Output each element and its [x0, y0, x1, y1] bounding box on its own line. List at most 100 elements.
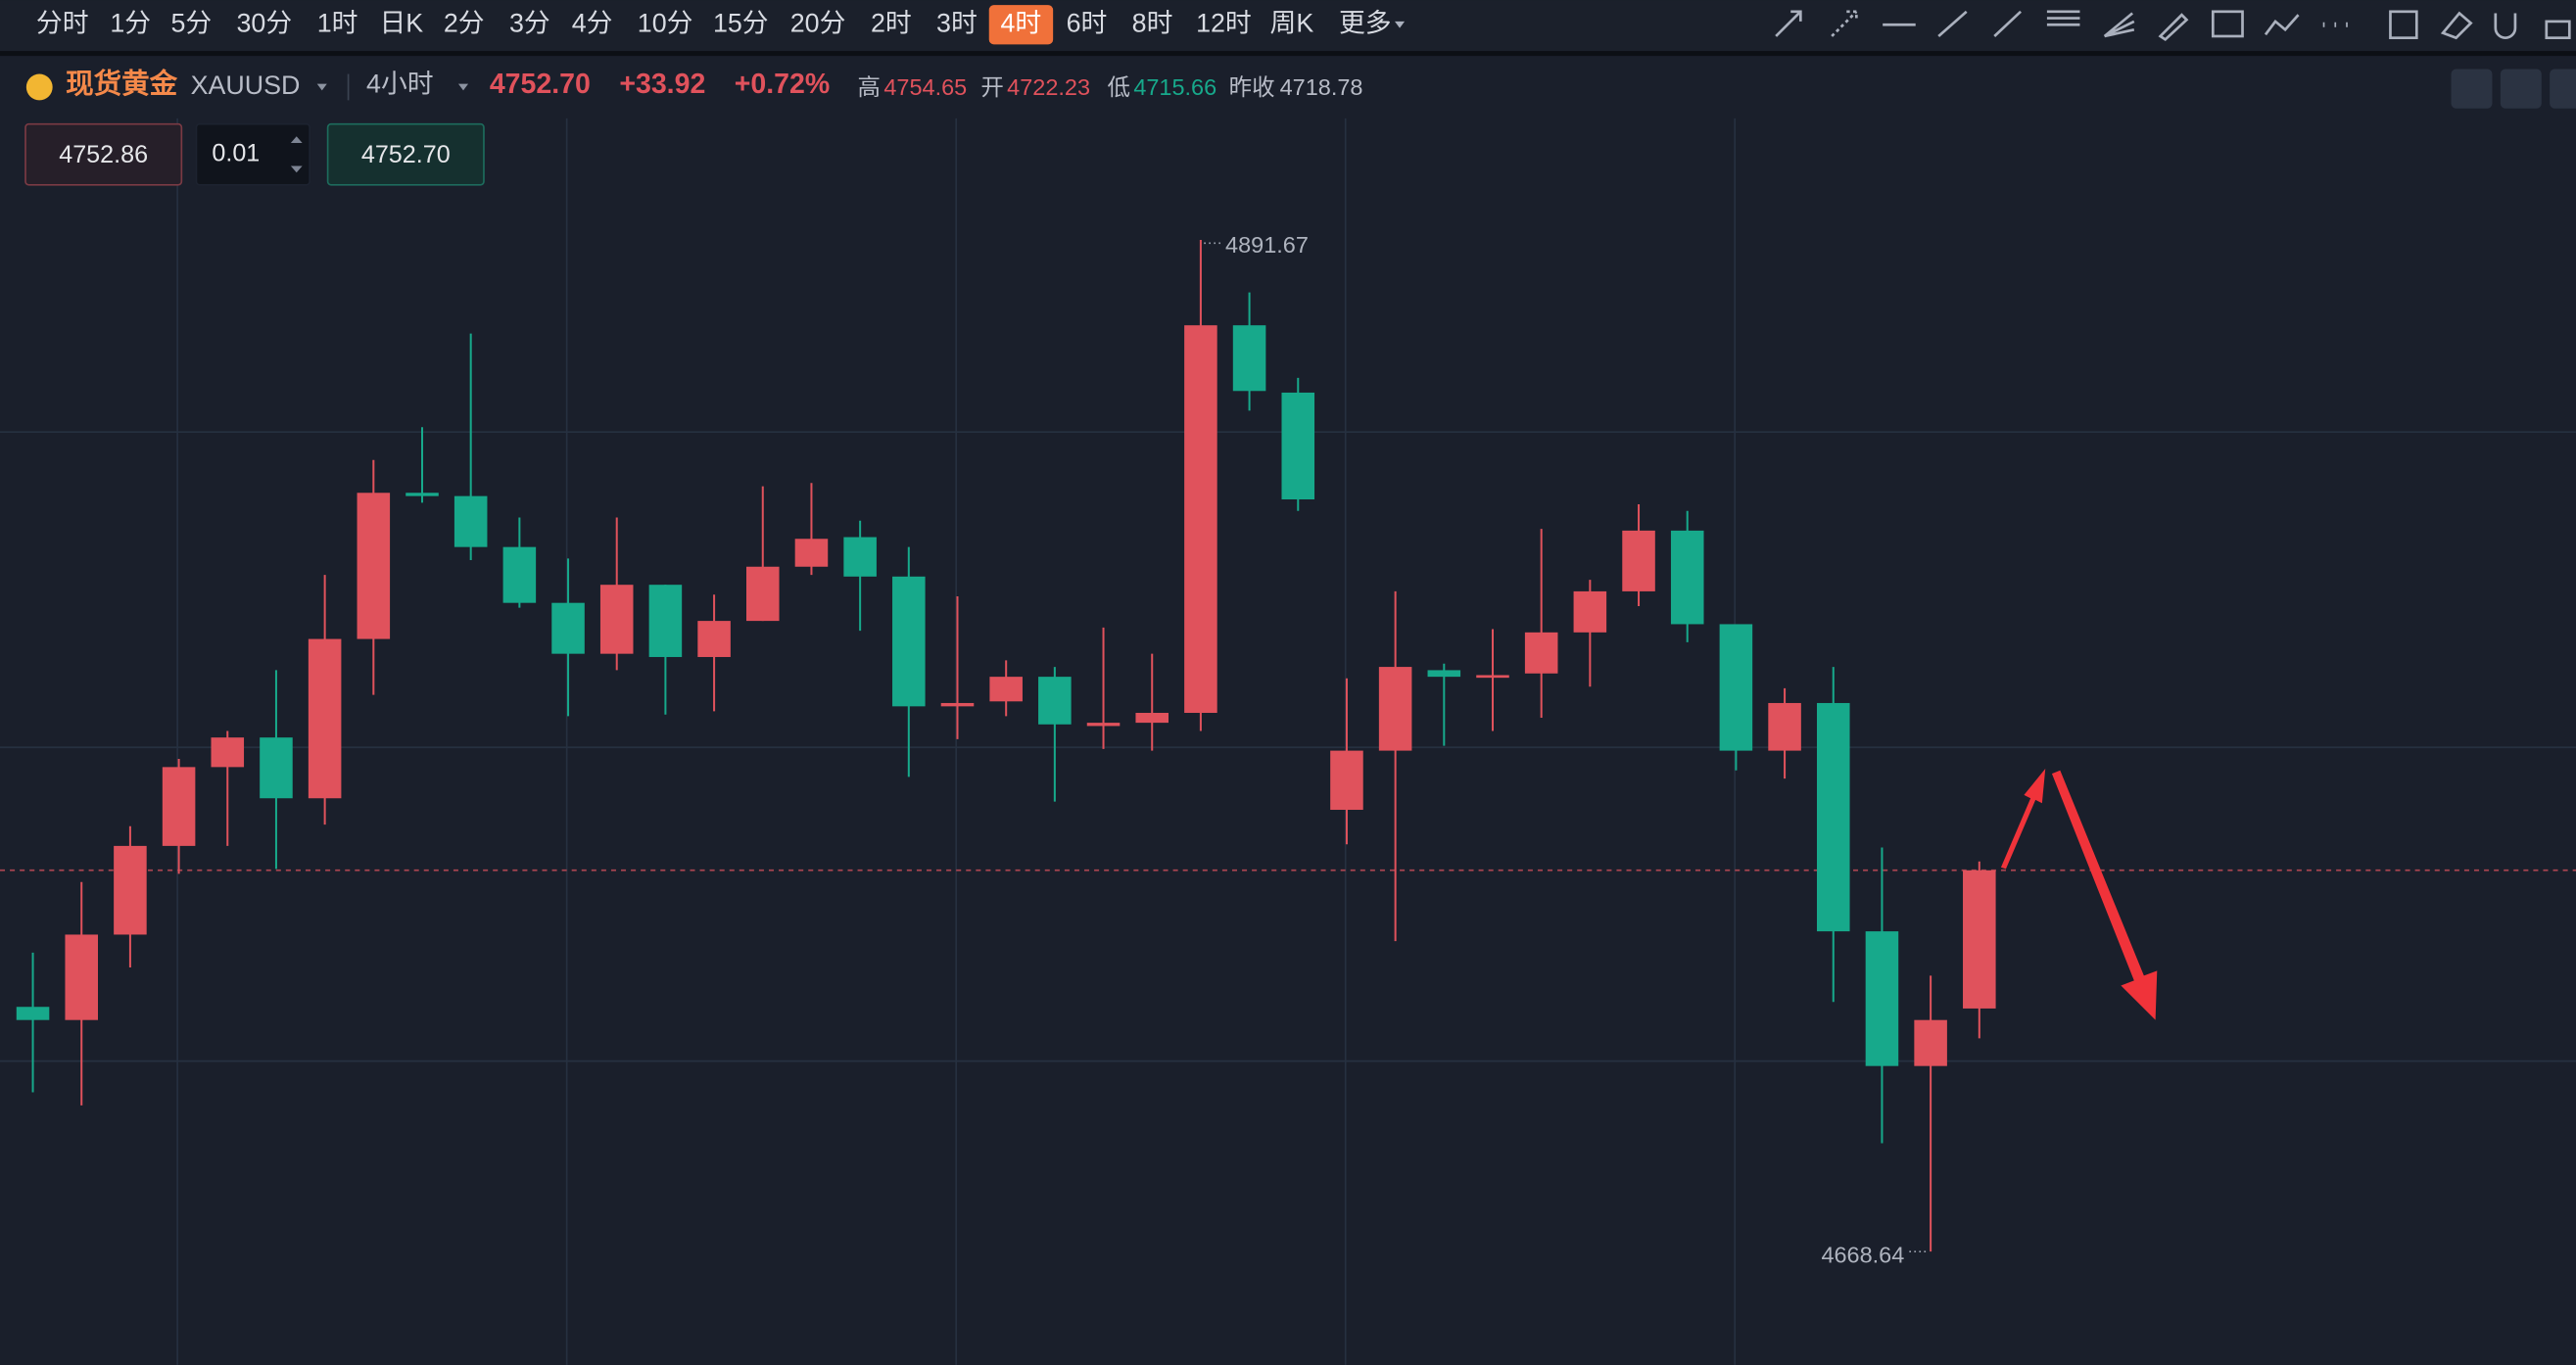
interval-button[interactable]: 3时 [936, 8, 978, 37]
price-change: +33.92 [619, 69, 705, 100]
interval-button[interactable]: 4时 [1000, 8, 1041, 37]
candle-body [405, 493, 439, 496]
candle-body [1184, 325, 1217, 714]
candle-body [16, 1007, 50, 1020]
candle-body [989, 677, 1023, 702]
annotation-arrow [2051, 770, 2158, 1020]
candle-body [892, 576, 926, 707]
interval-button[interactable]: 2分 [444, 8, 485, 37]
candle-body [1816, 702, 1850, 932]
candle-body [697, 621, 731, 657]
tool-icon[interactable] [2545, 20, 2571, 40]
candle-body [1086, 723, 1121, 727]
sell-price[interactable]: 4752.86 [59, 141, 148, 168]
interval-button[interactable]: 1分 [110, 8, 151, 37]
candle-body [1524, 632, 1558, 674]
tool-icon[interactable] [1775, 10, 1802, 37]
interval-button[interactable]: 3分 [509, 8, 550, 37]
period[interactable]: 4小时 [366, 69, 434, 98]
dropdown-caret [457, 83, 469, 91]
candles: 4891.67 4668.64 [0, 232, 2576, 1267]
low-label: 4668.64 [1821, 1242, 1904, 1267]
candle-body [1622, 530, 1655, 591]
toolbar [0, 0, 2576, 52]
chart-tool-button[interactable] [2550, 69, 2576, 109]
tool-icon[interactable] [1993, 10, 2022, 37]
candle-body [1573, 590, 1607, 633]
candle-body [1232, 325, 1266, 392]
candle-body [453, 495, 488, 547]
interval-button[interactable]: 6时 [1067, 8, 1108, 37]
tool-icon[interactable] [1937, 10, 1968, 37]
price-change-pct: +0.72% [735, 69, 830, 100]
buy-button[interactable] [326, 122, 485, 186]
candle-body [1038, 677, 1072, 725]
candle-body [940, 702, 975, 707]
instrument-symbol[interactable]: XAUUSD [191, 71, 301, 100]
instrument-name: 现货黄金 [66, 68, 178, 100]
tool-icon[interactable] [2264, 14, 2300, 36]
interval-button[interactable]: 分时 [36, 8, 89, 37]
chart-tool-button[interactable] [2500, 69, 2542, 109]
quantity-input[interactable] [195, 122, 311, 186]
candle-body [1281, 392, 1315, 500]
interval-button[interactable]: 15分 [713, 8, 769, 37]
candle-body [1914, 1019, 1947, 1066]
tool-icon[interactable] [2389, 10, 2418, 40]
sell-button[interactable] [24, 122, 183, 186]
quantity[interactable]: 0.01 [212, 139, 260, 166]
prev-close-label: 昨收 [1229, 74, 1275, 100]
interval-button[interactable]: 20分 [790, 8, 846, 37]
interval-button[interactable]: 12时 [1196, 8, 1252, 37]
open-label: 开 [980, 74, 1003, 100]
tool-icon[interactable] [2103, 12, 2135, 38]
tool-icon[interactable] [2440, 11, 2473, 40]
candle-body [1330, 750, 1363, 811]
low-label: 低 [1107, 74, 1129, 100]
candle-body [1378, 667, 1412, 751]
candle-body [843, 537, 877, 577]
interval-button[interactable]: 30分 [237, 8, 293, 37]
candle-body [1963, 870, 1996, 1009]
candle-body [162, 767, 196, 846]
candle-body [1719, 624, 1753, 751]
tool-icon[interactable] [2494, 13, 2517, 39]
interval-button[interactable]: 日K [379, 8, 423, 37]
candle-body [1476, 675, 1509, 679]
active-interval-bg [988, 5, 1054, 45]
interval-button[interactable]: 4分 [572, 8, 613, 37]
interval-button[interactable]: 8时 [1132, 8, 1173, 37]
low-value: 4715.66 [1133, 74, 1216, 100]
coin-icon [25, 73, 53, 101]
last-price: 4752.70 [490, 69, 591, 100]
prev-close-value: 4718.78 [1280, 74, 1363, 100]
dropdown-caret [1395, 21, 1406, 28]
candle-body [114, 845, 147, 935]
candle-body [1865, 931, 1899, 1066]
high-label: 4891.67 [1225, 232, 1309, 258]
interval-button[interactable]: 2时 [871, 8, 912, 37]
interval-button[interactable]: 周K [1270, 8, 1314, 37]
candle-body [1670, 530, 1704, 625]
interval-button[interactable]: 1时 [317, 8, 358, 37]
tool-icon[interactable] [2211, 10, 2244, 38]
interval-button[interactable]: 5分 [170, 8, 212, 37]
buy-price[interactable]: 4752.70 [361, 141, 451, 168]
annotation-arrow [2000, 769, 2046, 870]
interval-button[interactable]: 更多 [1339, 8, 1392, 37]
dropdown-caret [316, 83, 327, 91]
chart-tool-button[interactable] [2451, 69, 2493, 109]
candle-body [308, 638, 342, 799]
candle-body [745, 566, 780, 622]
interval-button[interactable]: 10分 [638, 8, 693, 37]
tool-icon[interactable] [1831, 10, 1858, 37]
open-value: 4722.23 [1007, 74, 1090, 100]
tool-icon[interactable] [2046, 10, 2080, 26]
tool-icon[interactable] [2158, 13, 2189, 42]
candle-body [551, 602, 585, 654]
candle-body [648, 585, 683, 657]
candle-body [502, 546, 537, 603]
